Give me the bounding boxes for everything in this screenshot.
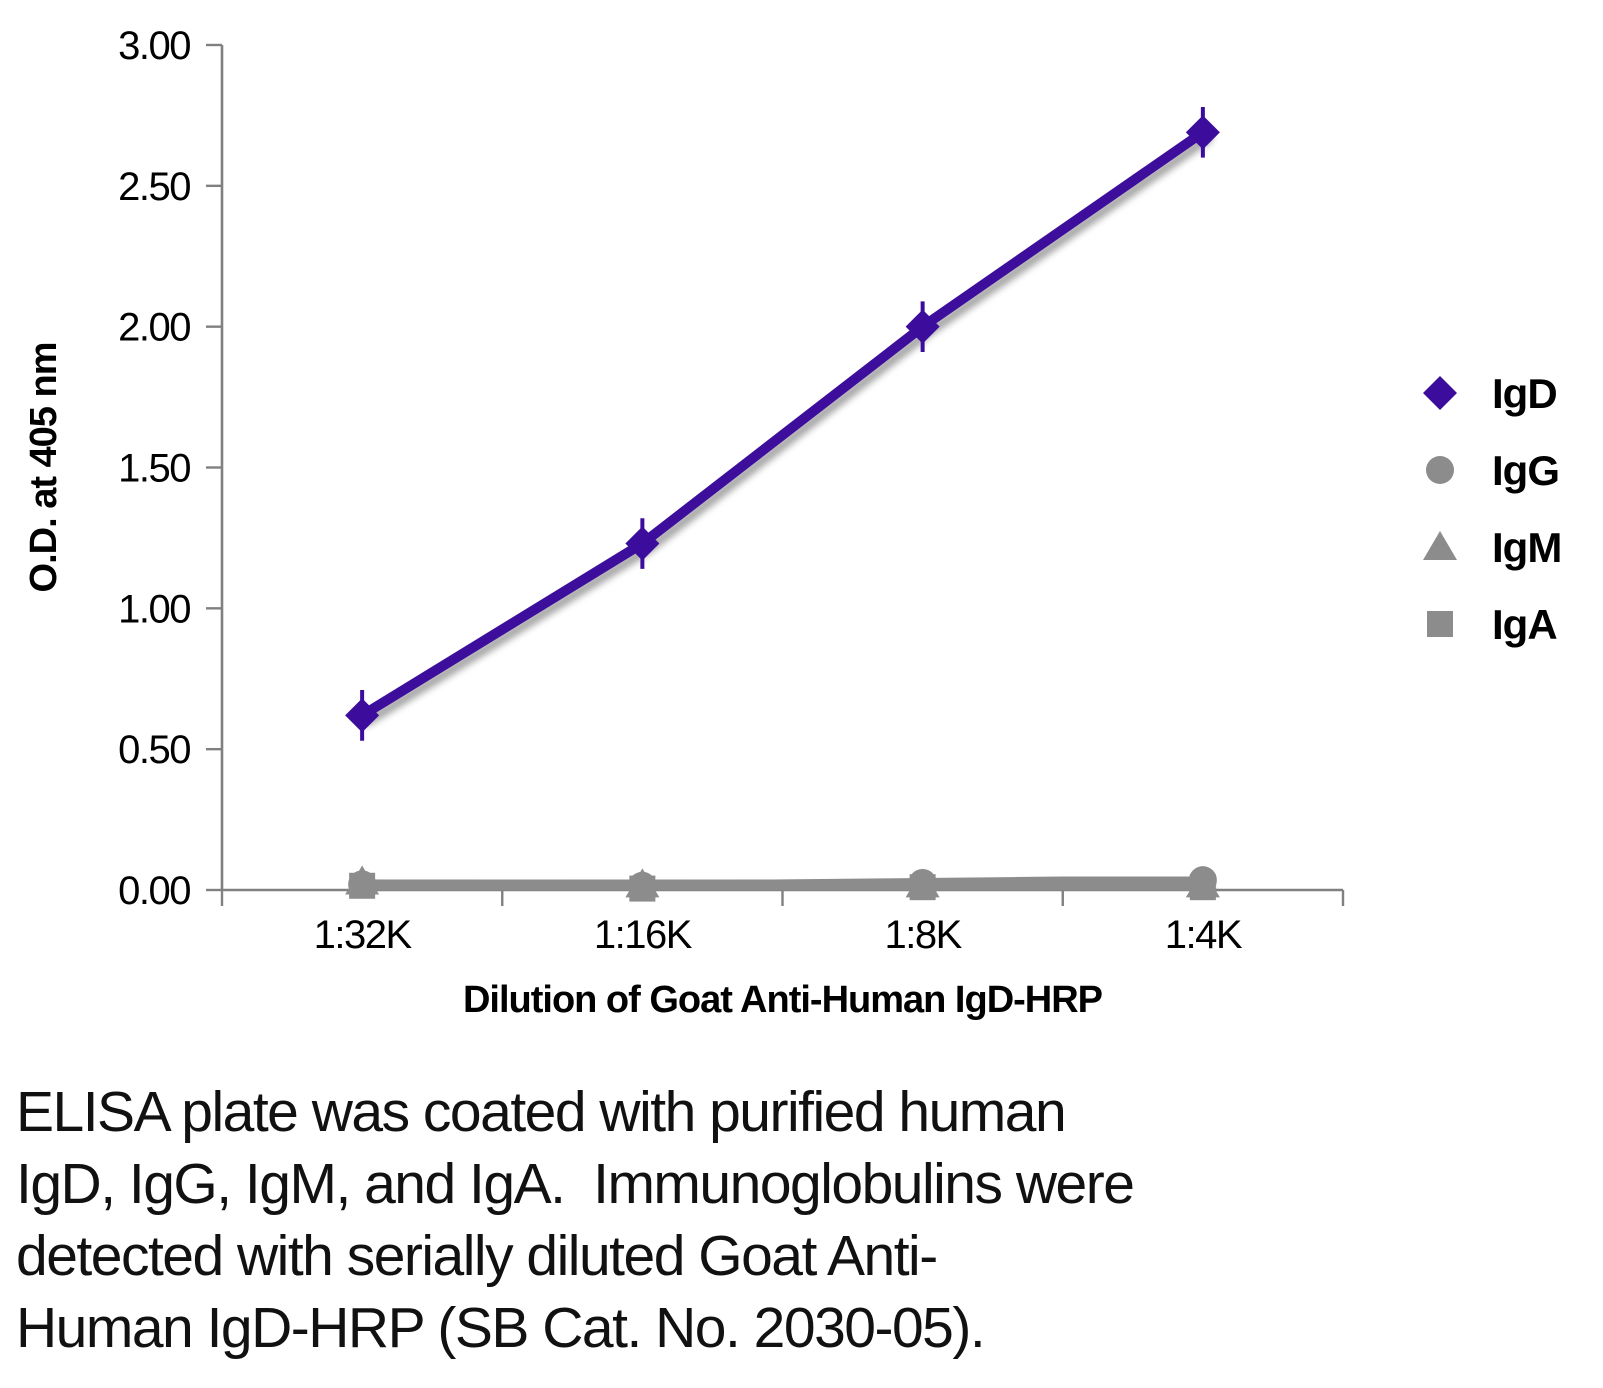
y-tick-label: 2.00 [118,306,190,350]
y-tick-label: 1.50 [118,447,190,491]
legend-marker-IgG [1426,456,1454,484]
y-tick-label: 3.00 [118,24,190,68]
marker-IgD [1185,115,1220,150]
marker-IgD [905,309,940,344]
x-tick-label: 1:16K [594,913,693,957]
marker-IgA [1189,874,1216,901]
x-axis-title: Dilution of Goat Anti-Human IgD-HRP [463,979,1103,1021]
figure-caption: ELISA plate was coated with purified hum… [16,1076,1436,1364]
x-tick-label: 1:8K [884,913,962,957]
legend-marker-IgM [1423,531,1457,560]
y-tick-label: 2.50 [118,165,190,209]
marker-IgA [629,875,656,902]
y-tick-label: 1.00 [118,587,190,631]
marker-IgD [345,698,380,733]
caption-line-1: ELISA plate was coated with purified hum… [16,1080,1067,1144]
legend-label-IgM: IgM [1492,524,1561,571]
marker-IgA [909,874,936,901]
y-axis-title: O.D. at 405 nm [23,343,65,593]
legend-marker-IgA [1427,611,1453,637]
x-tick-label: 1:4K [1165,913,1243,957]
elisa-line-chart: 0.00 0.50 1.00 1.50 2.00 2.50 3.00 1:32K 1:16K 1:… [23,24,1562,1021]
y-tick-label: 0.50 [118,728,190,772]
marker-IgD [625,526,660,561]
caption-line-3: detected with serially diluted Goat Anti… [16,1224,938,1288]
series-line-IgD [357,127,1208,721]
series-line-IgA [357,880,1208,894]
legend-label-IgA: IgA [1492,601,1557,648]
caption-line-2: IgD, IgG, IgM, and IgA. Immunoglobulins … [16,1152,1135,1216]
legend-marker-IgD [1423,376,1457,410]
legend-label-IgD: IgD [1492,370,1557,417]
caption-line-4: Human IgD-HRP (SB Cat. No. 2030-05). [16,1296,986,1360]
x-tick-label: 1:32K [314,913,413,957]
marker-IgA [349,872,376,899]
y-tick-label: 0.00 [118,869,190,913]
legend-label-IgG: IgG [1492,447,1559,494]
